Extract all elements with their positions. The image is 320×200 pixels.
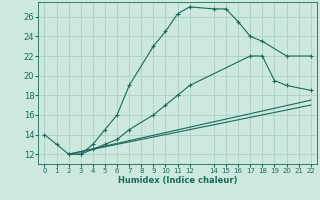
X-axis label: Humidex (Indice chaleur): Humidex (Indice chaleur) — [118, 176, 237, 185]
